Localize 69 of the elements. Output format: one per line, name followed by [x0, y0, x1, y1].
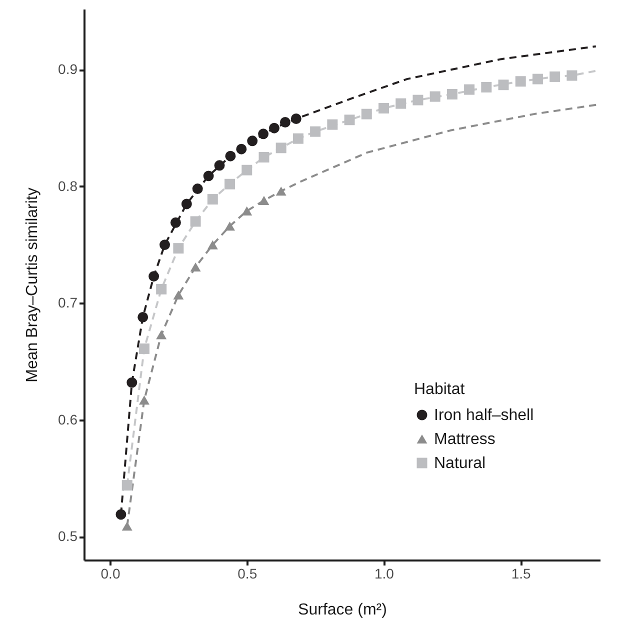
point: [138, 396, 150, 405]
point: [122, 480, 132, 491]
x-tick-label: 0.5: [238, 566, 258, 582]
point: [481, 82, 492, 92]
point: [446, 88, 458, 100]
point: [126, 377, 138, 388]
point: [532, 74, 543, 84]
y-axis-title: Mean Bray–Curtis similarity: [24, 188, 42, 382]
point: [258, 128, 269, 140]
point: [310, 126, 321, 137]
point: [396, 98, 406, 109]
point: [247, 136, 258, 146]
point: [430, 91, 440, 102]
point: [498, 80, 509, 90]
point: [207, 194, 218, 205]
point: [214, 160, 225, 171]
point: [258, 152, 270, 162]
point: [160, 240, 170, 250]
point: [181, 198, 192, 210]
point: [378, 102, 389, 114]
point: [225, 150, 236, 162]
point: [276, 142, 286, 154]
point: [138, 343, 150, 354]
point: [173, 243, 184, 254]
legend-label: Mattress: [434, 431, 496, 448]
point: [412, 94, 424, 106]
point: [190, 216, 201, 227]
legend-label: Iron half‒shell: [434, 407, 534, 424]
y-tick-label: 0.9: [58, 61, 78, 78]
x-axis-title: Surface (m²): [298, 602, 387, 618]
point: [550, 71, 560, 82]
point: [190, 262, 201, 272]
x-tick-label: 1.0: [374, 566, 394, 582]
point: [276, 186, 286, 196]
point: [207, 240, 218, 250]
point: [224, 178, 236, 190]
point: [148, 271, 160, 282]
point: [242, 206, 252, 216]
point: [361, 108, 372, 120]
point: [258, 196, 270, 205]
point: [203, 170, 214, 182]
point: [292, 133, 304, 144]
y-tick-label: 0.5: [58, 528, 78, 544]
point: [290, 114, 302, 124]
point: [269, 122, 280, 134]
y-tick-label: 0.8: [58, 178, 78, 194]
legend-title: Habitat: [414, 381, 466, 398]
point: [122, 522, 132, 531]
point: [515, 76, 526, 87]
point: [242, 164, 252, 176]
point: [116, 509, 126, 520]
point: [170, 217, 181, 228]
x-tick-label: 0.0: [100, 566, 120, 582]
point: [344, 114, 355, 126]
y-tick-label: 0.7: [58, 294, 78, 311]
point: [236, 144, 247, 154]
point: [192, 184, 203, 194]
point: [280, 117, 290, 128]
point: [156, 284, 167, 294]
point: [224, 222, 236, 231]
point: [138, 312, 148, 322]
legend-label: Natural: [434, 455, 486, 472]
x-tick-label: 1.5: [511, 566, 532, 582]
point: [566, 70, 578, 81]
point: [464, 84, 475, 95]
y-tick-label: 0.6: [58, 411, 78, 428]
point: [173, 290, 184, 300]
point: [327, 119, 338, 130]
point: [156, 330, 167, 340]
